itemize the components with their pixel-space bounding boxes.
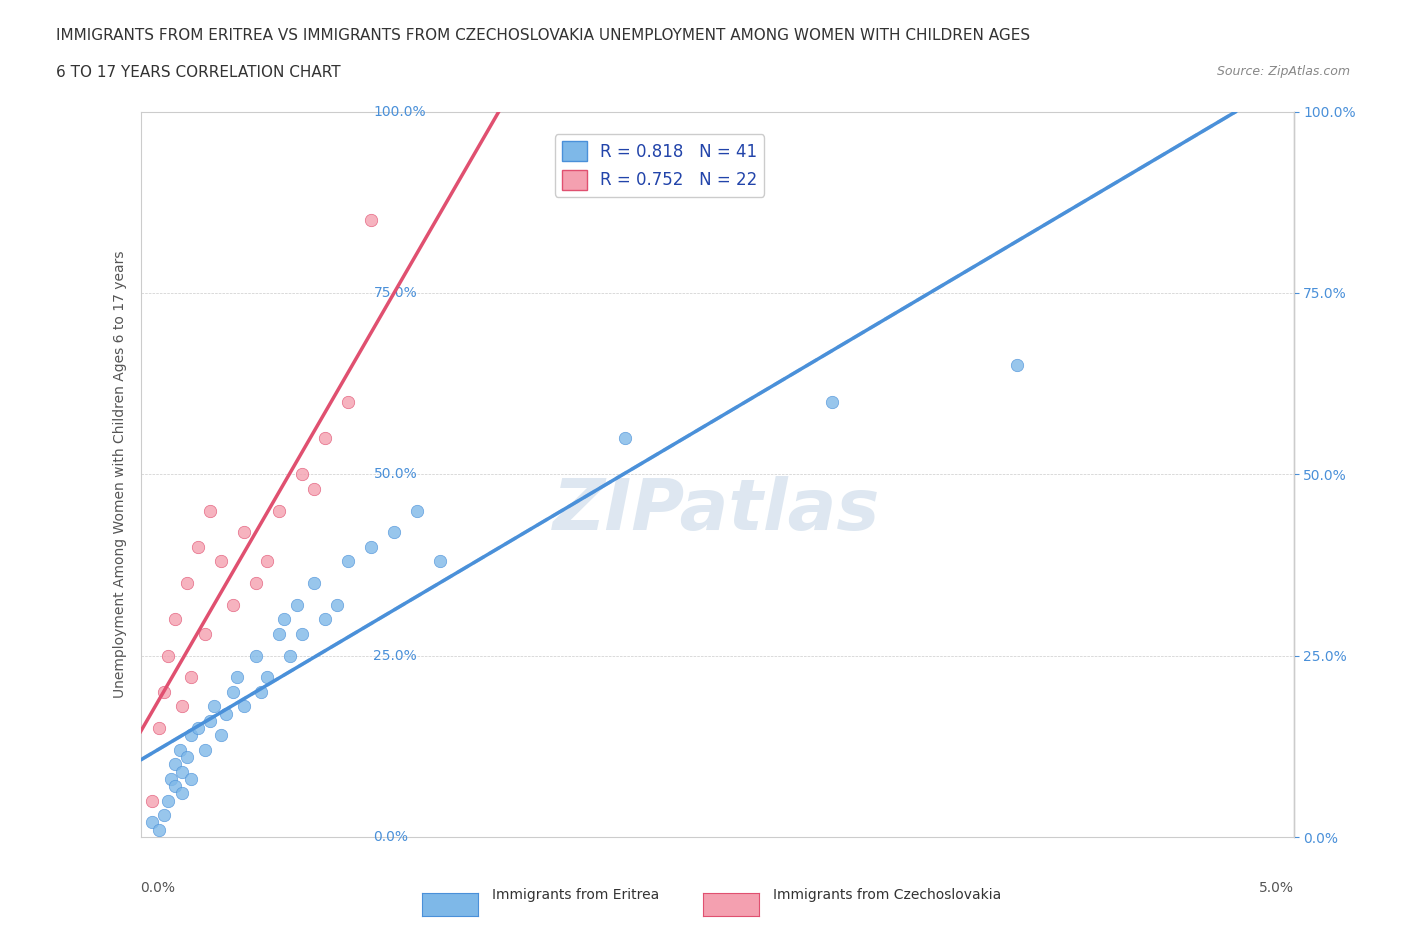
Point xyxy=(180,728,202,743)
Point xyxy=(176,750,198,764)
Point xyxy=(256,554,278,569)
Point xyxy=(267,503,290,518)
Point xyxy=(157,793,180,808)
Point xyxy=(148,822,170,837)
Text: 5.0%: 5.0% xyxy=(1258,881,1294,895)
Point xyxy=(187,539,209,554)
Point xyxy=(360,539,382,554)
Text: 6 TO 17 YEARS CORRELATION CHART: 6 TO 17 YEARS CORRELATION CHART xyxy=(56,65,340,80)
Point xyxy=(165,612,187,627)
Point xyxy=(141,815,163,830)
Point xyxy=(233,525,256,539)
Point xyxy=(429,554,451,569)
Point xyxy=(287,597,309,612)
Point xyxy=(165,757,187,772)
Text: Immigrants from Czechoslovakia: Immigrants from Czechoslovakia xyxy=(773,888,1001,902)
Point xyxy=(337,394,360,409)
Point xyxy=(249,684,271,699)
Point xyxy=(222,684,245,699)
Point xyxy=(176,576,198,591)
Point xyxy=(152,808,174,823)
Y-axis label: Unemployment Among Women with Children Ages 6 to 17 years: Unemployment Among Women with Children A… xyxy=(112,250,127,698)
Point xyxy=(194,627,217,642)
Point xyxy=(194,742,217,757)
Point xyxy=(280,648,302,663)
Point xyxy=(180,670,202,684)
Point xyxy=(226,670,249,684)
Point xyxy=(152,684,174,699)
Point xyxy=(157,648,180,663)
Point xyxy=(209,728,232,743)
Point xyxy=(273,612,295,627)
Point xyxy=(215,706,238,721)
Point xyxy=(314,431,336,445)
Point xyxy=(148,721,170,736)
Point xyxy=(821,394,844,409)
Text: IMMIGRANTS FROM ERITREA VS IMMIGRANTS FROM CZECHOSLOVAKIA UNEMPLOYMENT AMONG WOM: IMMIGRANTS FROM ERITREA VS IMMIGRANTS FR… xyxy=(56,28,1031,43)
Point xyxy=(325,597,347,612)
Text: 75.0%: 75.0% xyxy=(374,286,418,300)
Point xyxy=(337,554,360,569)
Point xyxy=(382,525,405,539)
Point xyxy=(198,713,221,728)
Text: Source: ZipAtlas.com: Source: ZipAtlas.com xyxy=(1216,65,1350,78)
Point xyxy=(198,503,221,518)
Point xyxy=(180,772,202,787)
Point xyxy=(141,793,163,808)
Point xyxy=(172,699,194,714)
Point xyxy=(291,467,314,482)
Point xyxy=(245,648,267,663)
Legend: R = 0.818   N = 41, R = 0.752   N = 22: R = 0.818 N = 41, R = 0.752 N = 22 xyxy=(555,135,763,197)
Point xyxy=(169,742,191,757)
Point xyxy=(302,576,325,591)
Point xyxy=(172,764,194,779)
Point xyxy=(291,627,314,642)
Text: ZIPatlas: ZIPatlas xyxy=(554,476,880,545)
Point xyxy=(256,670,278,684)
Point xyxy=(302,482,325,497)
Point xyxy=(360,213,382,228)
Text: 100.0%: 100.0% xyxy=(374,104,426,119)
Point xyxy=(267,627,290,642)
Point xyxy=(165,778,187,793)
Text: 50.0%: 50.0% xyxy=(374,467,418,482)
Point xyxy=(187,721,209,736)
Point xyxy=(202,699,225,714)
Point xyxy=(314,612,336,627)
Point xyxy=(172,786,194,801)
Point xyxy=(159,772,181,787)
Point xyxy=(209,554,232,569)
Point xyxy=(222,597,245,612)
Text: 25.0%: 25.0% xyxy=(374,648,418,663)
Text: 0.0%: 0.0% xyxy=(374,830,409,844)
Point xyxy=(406,503,429,518)
Text: 0.0%: 0.0% xyxy=(141,881,176,895)
Point xyxy=(1005,358,1028,373)
Point xyxy=(245,576,267,591)
Point xyxy=(613,431,636,445)
Text: Immigrants from Eritrea: Immigrants from Eritrea xyxy=(492,888,659,902)
Point xyxy=(233,699,256,714)
